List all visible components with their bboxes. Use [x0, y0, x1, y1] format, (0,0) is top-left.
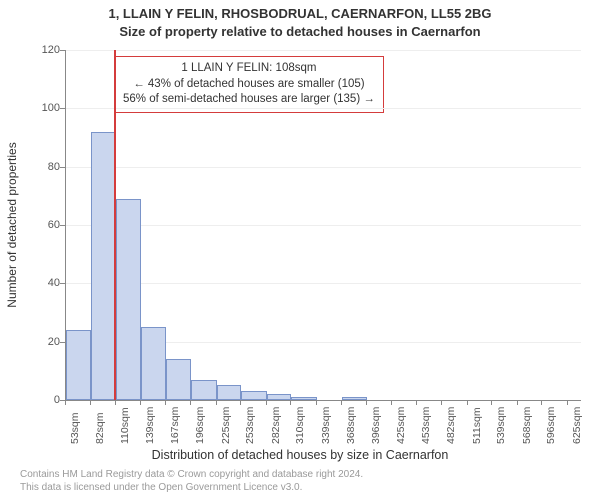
y-tick-mark: [60, 283, 65, 284]
x-tick-mark: [266, 400, 267, 405]
x-tick-mark: [391, 400, 392, 405]
x-tick-mark: [541, 400, 542, 405]
histogram-bar: [191, 380, 216, 400]
x-tick-label: 339sqm: [320, 407, 332, 444]
y-tick-label: 60: [30, 219, 60, 231]
x-tick-mark: [491, 400, 492, 405]
x-tick-label: 282sqm: [270, 407, 282, 444]
x-tick-label: 482sqm: [445, 407, 457, 444]
x-tick-label: 368sqm: [345, 407, 357, 444]
histogram-bar: [241, 391, 266, 400]
y-tick-mark: [60, 167, 65, 168]
gridline: [66, 167, 581, 168]
x-tick-mark: [290, 400, 291, 405]
histogram-bar: [141, 327, 166, 400]
annotation-line-3: 56% of semi-detached houses are larger (…: [123, 92, 375, 108]
x-tick-label: 453sqm: [420, 407, 432, 444]
plot-area: 1 LLAIN Y FELIN: 108sqm ← 43% of detache…: [65, 50, 581, 401]
x-tick-label: 310sqm: [294, 407, 306, 444]
footer-line-2: This data is licensed under the Open Gov…: [20, 482, 363, 495]
histogram-bar: [291, 397, 316, 400]
histogram-bar: [217, 385, 242, 400]
x-tick-mark: [341, 400, 342, 405]
x-tick-label: 196sqm: [194, 407, 206, 444]
annotation-line-2: ← 43% of detached houses are smaller (10…: [123, 77, 375, 93]
x-tick-label: 539sqm: [495, 407, 507, 444]
footer-attribution: Contains HM Land Registry data © Crown c…: [20, 469, 363, 494]
histogram-bar: [166, 359, 191, 400]
property-marker-line: [114, 50, 116, 400]
gridline: [66, 225, 581, 226]
y-tick-label: 0: [30, 394, 60, 406]
x-tick-label: 596sqm: [545, 407, 557, 444]
histogram-bar: [91, 132, 116, 400]
x-tick-label: 511sqm: [471, 407, 483, 444]
x-tick-mark: [65, 400, 66, 405]
y-tick-mark: [60, 225, 65, 226]
x-axis-label: Distribution of detached houses by size …: [0, 448, 600, 462]
x-tick-mark: [567, 400, 568, 405]
y-tick-mark: [60, 50, 65, 51]
x-tick-label: 625sqm: [571, 407, 583, 444]
y-tick-label: 120: [30, 44, 60, 56]
x-tick-label: 425sqm: [395, 407, 407, 444]
x-tick-mark: [441, 400, 442, 405]
y-tick-label: 40: [30, 277, 60, 289]
x-tick-mark: [467, 400, 468, 405]
y-tick-label: 100: [30, 102, 60, 114]
histogram-bar: [116, 199, 141, 400]
y-axis-label: Number of detached properties: [5, 142, 19, 307]
gridline: [66, 50, 581, 51]
annotation-box: 1 LLAIN Y FELIN: 108sqm ← 43% of detache…: [114, 56, 384, 113]
x-tick-mark: [90, 400, 91, 405]
x-tick-mark: [115, 400, 116, 405]
x-tick-mark: [190, 400, 191, 405]
annotation-line-1: 1 LLAIN Y FELIN: 108sqm: [123, 61, 375, 77]
x-tick-label: 568sqm: [521, 407, 533, 444]
histogram-bar: [267, 394, 292, 400]
x-tick-label: 53sqm: [69, 412, 81, 444]
gridline: [66, 108, 581, 109]
x-tick-mark: [517, 400, 518, 405]
y-tick-label: 80: [30, 161, 60, 173]
footer-line-1: Contains HM Land Registry data © Crown c…: [20, 469, 363, 482]
histogram-bar: [342, 397, 367, 400]
histogram-bar: [66, 330, 91, 400]
x-tick-label: 110sqm: [119, 407, 131, 444]
x-tick-mark: [416, 400, 417, 405]
x-tick-label: 82sqm: [94, 412, 106, 444]
title-line-1: 1, LLAIN Y FELIN, RHOSBODRUAL, CAERNARFO…: [0, 6, 600, 21]
title-line-2: Size of property relative to detached ho…: [0, 24, 600, 39]
chart-container: 1, LLAIN Y FELIN, RHOSBODRUAL, CAERNARFO…: [0, 0, 600, 500]
y-tick-label: 20: [30, 336, 60, 348]
gridline: [66, 283, 581, 284]
x-tick-mark: [316, 400, 317, 405]
y-tick-mark: [60, 108, 65, 109]
x-tick-mark: [366, 400, 367, 405]
x-tick-label: 167sqm: [169, 407, 181, 444]
x-tick-label: 253sqm: [244, 407, 256, 444]
x-tick-label: 225sqm: [220, 407, 232, 444]
x-tick-label: 396sqm: [370, 407, 382, 444]
x-tick-mark: [165, 400, 166, 405]
x-tick-mark: [140, 400, 141, 405]
x-tick-label: 139sqm: [144, 407, 156, 444]
y-tick-mark: [60, 342, 65, 343]
x-tick-mark: [216, 400, 217, 405]
x-tick-mark: [240, 400, 241, 405]
